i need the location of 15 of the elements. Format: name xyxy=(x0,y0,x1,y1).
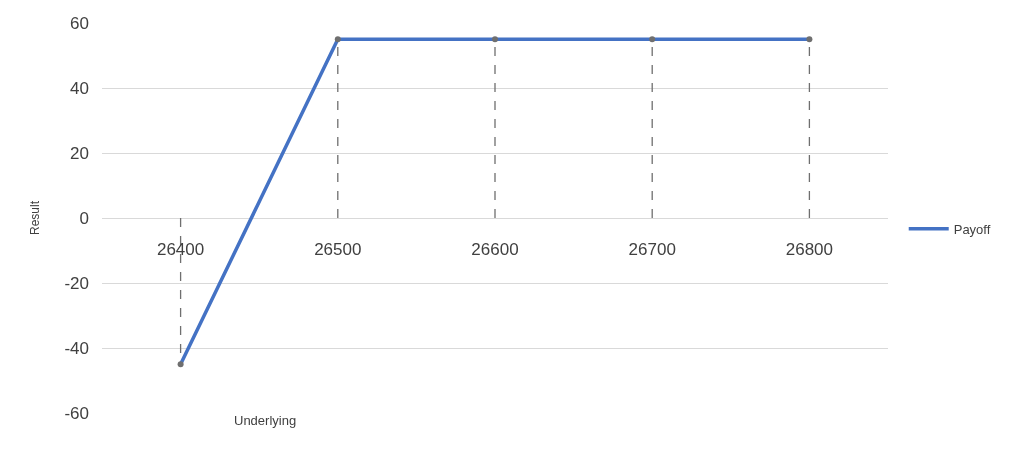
x-tick-label: 26700 xyxy=(628,240,676,260)
y-tick-label: 0 xyxy=(79,208,89,228)
y-tick-label: -40 xyxy=(64,338,89,358)
y-tick-label: 60 xyxy=(70,13,89,33)
y-tick-label: 20 xyxy=(70,143,89,163)
legend-label: Payoff xyxy=(953,221,991,237)
x-tick-label: 26800 xyxy=(785,240,834,260)
x-axis-title: Underlying xyxy=(234,413,297,428)
y-tick-label: -60 xyxy=(64,403,89,423)
x-tick-label: 26500 xyxy=(314,240,362,260)
x-tick-label: 26600 xyxy=(471,240,519,260)
y-tick-label: 40 xyxy=(70,78,89,98)
x-tick-label: 26400 xyxy=(156,240,205,260)
y-tick-label: -20 xyxy=(64,273,89,293)
y-axis-title: Result xyxy=(27,200,42,236)
